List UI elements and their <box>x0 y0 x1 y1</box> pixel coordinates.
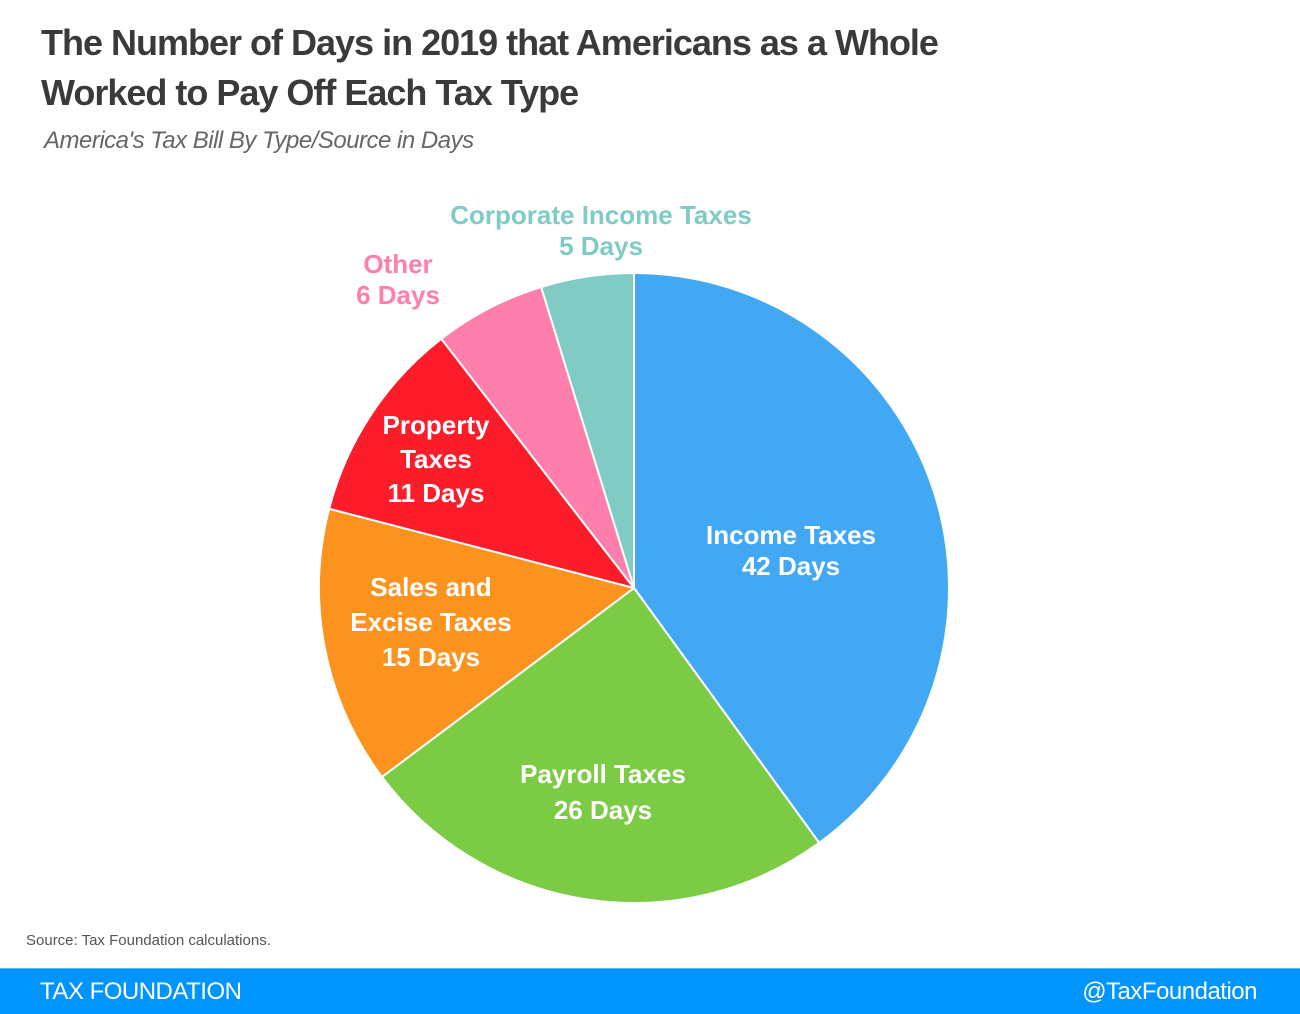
slice-label-line: Property <box>383 410 490 440</box>
slice-label-line: 6 Days <box>356 280 440 310</box>
slice-label-corporate-income-taxes: Corporate Income Taxes 5 Days <box>450 200 752 261</box>
slice-label-line: Other <box>363 249 432 279</box>
slice-label-property-taxes: Property Taxes 11 Days <box>383 410 490 508</box>
pie-slice-property-taxes <box>328 337 635 589</box>
slice-label-line: Income Taxes <box>706 520 876 550</box>
chart-subtitle: America's Tax Bill By Type/Source in Day… <box>44 127 474 154</box>
slice-label-line: Payroll Taxes <box>520 759 686 789</box>
slice-label-line: 42 Days <box>742 551 840 581</box>
pie-slice-sales-and-excise-taxes <box>318 507 635 778</box>
footer-bar: TAX FOUNDATION @TaxFoundation <box>0 968 1300 1014</box>
footer-brand: TAX FOUNDATION <box>40 978 242 1005</box>
slice-label-line: 26 Days <box>554 795 652 825</box>
slice-label-other: Other 6 Days <box>356 249 440 310</box>
slice-label-line: 5 Days <box>559 231 643 261</box>
footer-handle: @TaxFoundation <box>1082 978 1257 1005</box>
slice-label-line: 11 Days <box>388 478 485 508</box>
pie-slice-corporate-income-taxes <box>540 272 635 589</box>
source-note: Source: Tax Foundation calculations. <box>26 932 271 949</box>
title-line-2: Worked to Pay Off Each Tax Type <box>41 72 579 113</box>
pie-chart: Income Taxes 42 Days Payroll Taxes 26 Days S… <box>318 200 950 904</box>
slice-label-line: Taxes <box>400 444 472 474</box>
pie-slice-income-taxes <box>633 272 950 844</box>
slice-label-income-taxes: Income Taxes 42 Days <box>706 520 876 581</box>
slice-label-line: 15 Days <box>382 642 480 672</box>
chart-title: The Number of Days in 2019 that American… <box>41 18 1041 118</box>
pie-slices <box>318 272 950 904</box>
pie-slice-payroll-taxes <box>380 587 821 904</box>
title-line-1: The Number of Days in 2019 that American… <box>41 22 939 63</box>
slice-label-line: Corporate Income Taxes <box>450 200 752 230</box>
slice-label-payroll-taxes: Payroll Taxes 26 Days <box>520 759 686 825</box>
slice-label-sales-and-excise-taxes: Sales and Excise Taxes 15 Days <box>350 572 511 672</box>
pie-labels: Income Taxes 42 Days Payroll Taxes 26 Days S… <box>350 200 876 825</box>
slice-label-line: Excise Taxes <box>350 607 511 637</box>
slice-label-line: Sales and <box>370 572 491 602</box>
